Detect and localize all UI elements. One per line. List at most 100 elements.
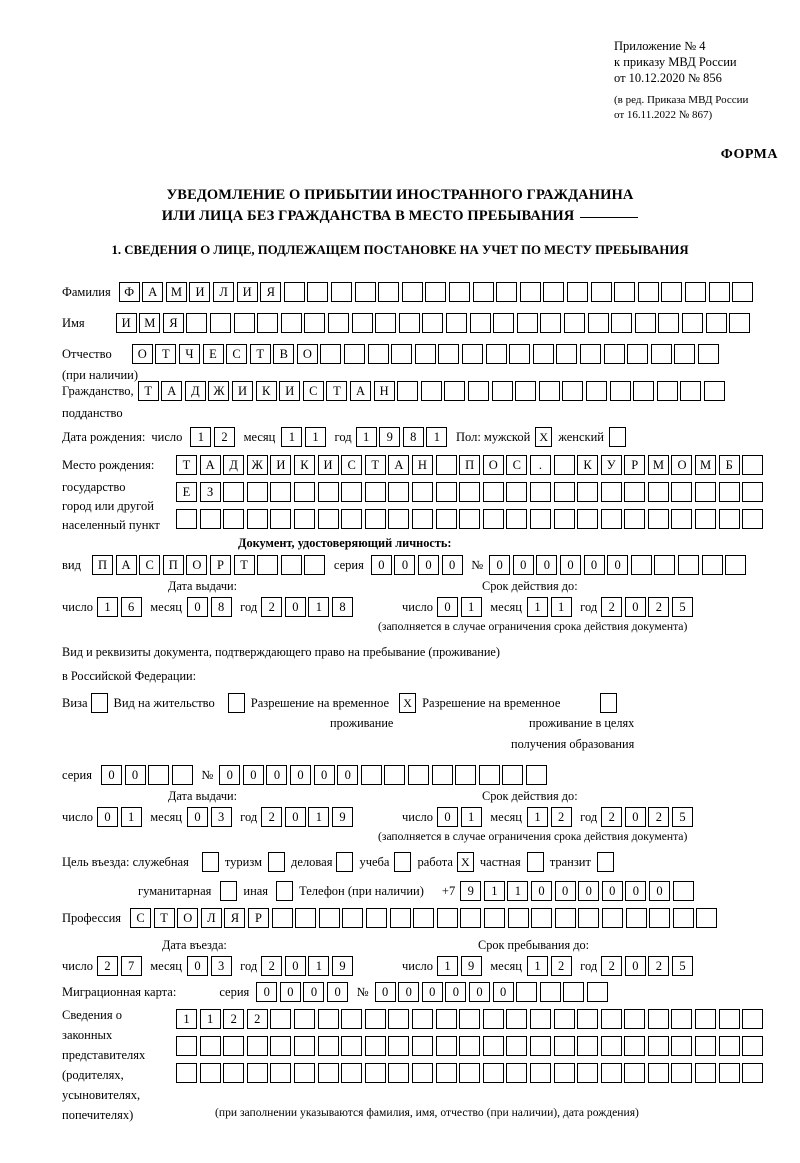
cell[interactable]: 1 bbox=[507, 881, 529, 901]
cell[interactable] bbox=[671, 1063, 693, 1083]
cell[interactable] bbox=[647, 1063, 669, 1083]
cell[interactable]: 0 bbox=[437, 597, 459, 617]
cell[interactable] bbox=[742, 1009, 764, 1029]
cell[interactable]: 0 bbox=[625, 881, 647, 901]
cell[interactable] bbox=[360, 765, 382, 785]
cell[interactable] bbox=[603, 344, 625, 364]
cell[interactable]: Т bbox=[233, 555, 255, 575]
cell[interactable] bbox=[742, 482, 764, 502]
cell[interactable] bbox=[654, 555, 676, 575]
cell[interactable] bbox=[671, 1009, 693, 1029]
cell[interactable]: 0 bbox=[445, 982, 467, 1002]
cell[interactable] bbox=[516, 313, 538, 333]
cell[interactable] bbox=[304, 555, 326, 575]
cell[interactable]: Ж bbox=[208, 381, 230, 401]
cell[interactable] bbox=[482, 509, 504, 529]
cell[interactable] bbox=[647, 1009, 669, 1029]
cell[interactable] bbox=[624, 509, 646, 529]
cell[interactable] bbox=[718, 1009, 740, 1029]
cell[interactable]: 8 bbox=[402, 427, 424, 447]
cell[interactable] bbox=[176, 509, 197, 529]
cell[interactable] bbox=[556, 344, 578, 364]
cell[interactable]: С bbox=[139, 555, 161, 575]
cell[interactable] bbox=[516, 982, 538, 1002]
cell[interactable]: . bbox=[529, 455, 551, 475]
cell[interactable]: 0 bbox=[601, 881, 623, 901]
cell[interactable] bbox=[459, 1063, 481, 1083]
cell[interactable] bbox=[425, 282, 447, 302]
cell[interactable]: К bbox=[255, 381, 277, 401]
cell[interactable] bbox=[562, 381, 584, 401]
cell[interactable] bbox=[718, 509, 740, 529]
cell[interactable] bbox=[695, 1063, 717, 1083]
cell[interactable] bbox=[696, 908, 718, 928]
cell[interactable]: 0 bbox=[284, 597, 306, 617]
cell[interactable] bbox=[600, 1009, 622, 1029]
cell[interactable]: П bbox=[162, 555, 184, 575]
purpose-humanitarian-checkbox[interactable] bbox=[220, 881, 238, 901]
cell[interactable] bbox=[553, 1063, 575, 1083]
cell[interactable] bbox=[388, 1036, 410, 1056]
cell[interactable]: Н bbox=[411, 455, 433, 475]
cell[interactable]: А bbox=[388, 455, 410, 475]
cell[interactable] bbox=[411, 509, 433, 529]
cell[interactable] bbox=[341, 1063, 363, 1083]
cell[interactable] bbox=[563, 313, 585, 333]
cell[interactable]: А bbox=[350, 381, 372, 401]
cell[interactable] bbox=[388, 509, 410, 529]
cell[interactable] bbox=[459, 1009, 481, 1029]
cell[interactable]: 0 bbox=[284, 807, 306, 827]
sex-male-checkbox[interactable]: X bbox=[535, 427, 553, 447]
cell[interactable] bbox=[506, 1036, 528, 1056]
cell[interactable] bbox=[391, 344, 413, 364]
cell[interactable] bbox=[681, 313, 703, 333]
cell[interactable]: 1 bbox=[281, 427, 303, 447]
cell[interactable] bbox=[543, 282, 565, 302]
cell[interactable] bbox=[341, 509, 363, 529]
cell[interactable] bbox=[246, 482, 268, 502]
purpose-private-checkbox[interactable] bbox=[526, 852, 544, 872]
cell[interactable] bbox=[293, 1036, 315, 1056]
cell[interactable]: Т bbox=[326, 381, 348, 401]
cell[interactable] bbox=[435, 455, 457, 475]
purpose-official-checkbox[interactable] bbox=[201, 852, 219, 872]
cell[interactable]: 0 bbox=[607, 555, 629, 575]
cell[interactable] bbox=[444, 381, 466, 401]
cell[interactable] bbox=[483, 908, 505, 928]
cell[interactable] bbox=[614, 282, 636, 302]
cell[interactable] bbox=[647, 1036, 669, 1056]
cell[interactable] bbox=[398, 313, 420, 333]
cell[interactable]: С bbox=[506, 455, 528, 475]
cell[interactable]: Л bbox=[200, 908, 222, 928]
cell[interactable]: 2 bbox=[601, 597, 623, 617]
cell[interactable] bbox=[223, 1063, 245, 1083]
cell[interactable]: 0 bbox=[219, 765, 241, 785]
cell[interactable]: 8 bbox=[210, 597, 232, 617]
cell[interactable]: 0 bbox=[398, 982, 420, 1002]
cell[interactable] bbox=[436, 908, 458, 928]
legal-rep-row-3[interactable] bbox=[176, 1063, 766, 1083]
cell[interactable] bbox=[577, 1036, 599, 1056]
cell[interactable] bbox=[658, 313, 680, 333]
cell[interactable]: 0 bbox=[242, 765, 264, 785]
cell[interactable]: 1 bbox=[437, 956, 459, 976]
cell[interactable] bbox=[199, 509, 221, 529]
cell[interactable]: А bbox=[115, 555, 137, 575]
cell[interactable] bbox=[293, 509, 315, 529]
cell[interactable]: 9 bbox=[460, 956, 482, 976]
cell[interactable] bbox=[578, 908, 600, 928]
cell[interactable]: И bbox=[115, 313, 137, 333]
cell[interactable]: 2 bbox=[223, 1009, 245, 1029]
cell[interactable]: 0 bbox=[648, 881, 670, 901]
cell[interactable] bbox=[351, 313, 373, 333]
cell[interactable] bbox=[624, 1009, 646, 1029]
cell[interactable]: 6 bbox=[120, 597, 142, 617]
